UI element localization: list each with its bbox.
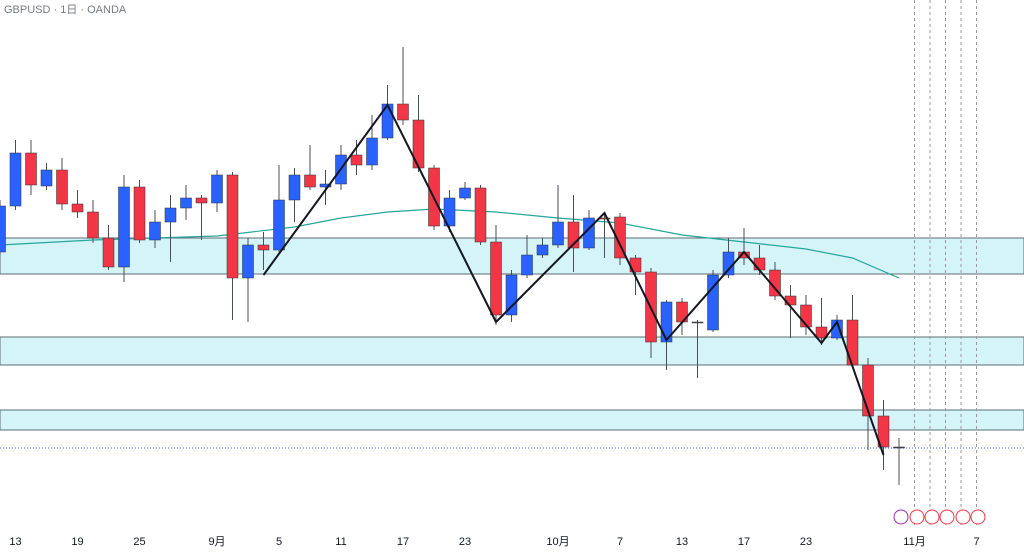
candle-body (474, 187, 487, 243)
x-tick-label: 5 (276, 536, 282, 548)
candle-body (288, 174, 301, 201)
x-tick-label: 25 (133, 536, 145, 548)
candle-body (304, 174, 316, 188)
candle-body (56, 169, 68, 205)
x-tick-label: 17 (397, 536, 409, 548)
candle-body (257, 244, 270, 251)
x-tick-label: 23 (459, 536, 471, 548)
candle-body (443, 197, 456, 227)
x-tick-label: 7 (973, 536, 979, 548)
candle-body (397, 103, 409, 121)
candle-body (273, 199, 285, 251)
x-tick-label: 13 (676, 536, 688, 548)
candle-body (71, 203, 84, 213)
candle-body (660, 301, 673, 343)
zone (0, 336, 1024, 366)
candle-body (242, 244, 254, 279)
zone (0, 237, 1024, 275)
candle-body (149, 221, 161, 241)
candle-body (87, 211, 99, 239)
candle-body (784, 295, 797, 306)
chart-title: GBPUSD · 1日 · OANDA (4, 4, 127, 16)
candle-body (505, 274, 518, 316)
candle-body (877, 415, 890, 448)
candle-body (536, 244, 549, 256)
candle-body (567, 221, 580, 249)
moving-average (0, 208, 900, 279)
candle-body (195, 197, 208, 204)
candle-body (0, 205, 6, 253)
x-tick-label: 13 (9, 536, 21, 548)
candle-body (366, 137, 378, 166)
candle-body (25, 152, 37, 186)
candle-body (102, 237, 115, 268)
candle-body (552, 221, 564, 246)
event-icon (924, 509, 940, 525)
x-tick-label: 7 (617, 536, 623, 548)
candle-body (9, 152, 22, 207)
event-icon (970, 509, 986, 525)
event-icon (939, 509, 955, 525)
candle-body (211, 174, 223, 204)
candle-body (893, 446, 905, 449)
x-tick-label: 9月 (208, 536, 225, 548)
event-icons (893, 509, 986, 525)
candle-body (862, 364, 874, 417)
candle-body (118, 186, 130, 268)
x-tick-label: 19 (71, 536, 83, 548)
candle-body (707, 274, 719, 331)
candle-body (800, 304, 812, 328)
candle-body (722, 251, 735, 276)
candle-body (691, 321, 704, 324)
candle-body (40, 169, 53, 187)
event-icon (909, 509, 925, 525)
candle-body (459, 187, 471, 199)
candle-body (614, 216, 626, 259)
candle-body (490, 241, 502, 316)
zone (0, 409, 1024, 431)
candle-body (164, 207, 177, 223)
x-tick-label: 23 (800, 536, 812, 548)
candle-body (521, 254, 533, 276)
candle-body (753, 257, 766, 271)
candle-body (226, 174, 239, 279)
candle-body (180, 197, 192, 209)
candle-body (133, 186, 146, 241)
x-tick-label: 11 (335, 536, 346, 548)
candle-body (319, 183, 332, 188)
plot (0, 0, 1024, 525)
event-icon (955, 509, 971, 525)
candle-body (815, 326, 828, 339)
candle-body (350, 154, 363, 166)
x-tick-label: 11月 (903, 536, 925, 548)
x-tick-label: 17 (738, 536, 750, 548)
x-tick-label: 10月 (546, 536, 569, 548)
event-icon (893, 509, 909, 525)
trend-line (262, 103, 885, 456)
